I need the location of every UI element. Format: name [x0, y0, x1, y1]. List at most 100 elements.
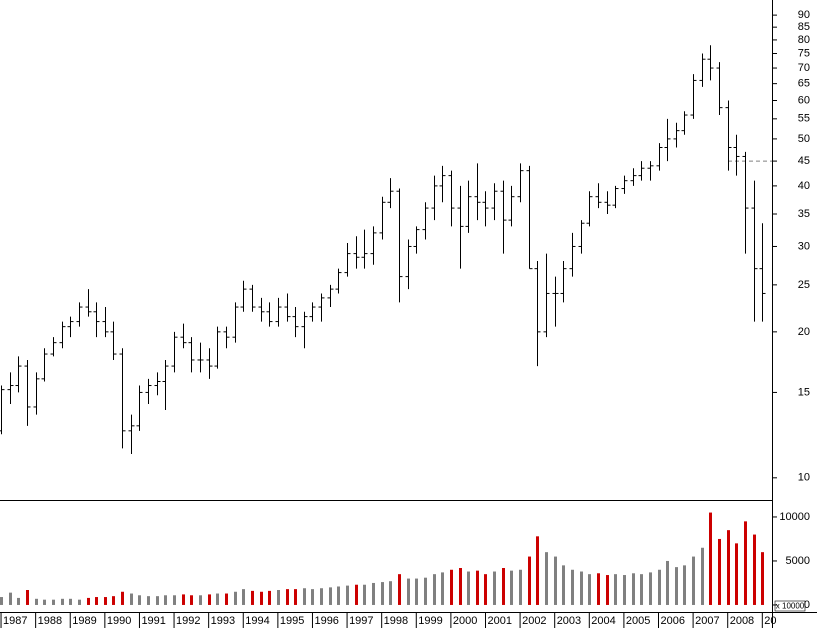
volume-bar: [528, 556, 531, 605]
y-tick-label: 75: [798, 47, 810, 59]
volume-bar: [744, 521, 747, 605]
x-tick-label: 1990: [107, 615, 131, 627]
volume-bar: [337, 586, 340, 605]
y-tick-label: 45: [798, 155, 810, 167]
y-tick-label: 50: [798, 133, 810, 145]
volume-bar: [164, 595, 167, 605]
volume-bar: [69, 598, 72, 605]
volume-bar: [26, 590, 29, 605]
volume-bar: [467, 571, 470, 605]
volume-bar: [727, 530, 730, 605]
volume-bar: [87, 597, 90, 605]
volume-bar: [476, 570, 479, 605]
volume-bar: [147, 596, 150, 605]
x-tick-label: 2002: [522, 615, 546, 627]
volume-bar: [130, 593, 133, 605]
volume-bar: [735, 543, 738, 605]
volume-bar: [173, 595, 176, 605]
volume-bar: [277, 590, 280, 605]
volume-bar: [597, 573, 600, 605]
volume-bar: [562, 565, 565, 605]
volume-bar: [493, 571, 496, 605]
volume-bar: [389, 581, 392, 605]
volume-bar: [424, 577, 427, 605]
volume-bar: [381, 582, 384, 605]
volume-bar: [355, 584, 358, 605]
volume-bar: [545, 552, 548, 605]
volume-bar: [441, 572, 444, 605]
volume-bar: [303, 588, 306, 605]
volume-bar: [398, 574, 401, 605]
volume-bar: [182, 594, 185, 605]
x-tick-label: 1987: [3, 615, 27, 627]
volume-bar: [9, 592, 12, 605]
x-tick-label: 2003: [557, 615, 581, 627]
volume-bar: [199, 595, 202, 605]
x-tick-label: 1989: [72, 615, 96, 627]
volume-bar: [753, 534, 756, 605]
volume-bar: [268, 590, 271, 605]
volume-bar: [459, 568, 462, 605]
volume-bar: [346, 585, 349, 605]
volume-bar: [52, 599, 55, 605]
volume-bar: [112, 596, 115, 605]
x-tick-label: 1999: [418, 615, 442, 627]
volume-tick-label: 10000: [779, 511, 810, 523]
x-tick-label: 2000: [453, 615, 477, 627]
volume-bar: [614, 574, 617, 605]
volume-bar: [510, 570, 513, 605]
volume-bar: [554, 556, 557, 605]
volume-bar: [216, 593, 219, 605]
y-tick-label: 80: [798, 34, 810, 46]
volume-bar: [311, 589, 314, 605]
volume-bar: [208, 594, 211, 605]
volume-bar: [225, 593, 228, 605]
volume-bar: [61, 598, 64, 605]
volume-bar: [138, 595, 141, 605]
y-tick-label: 10: [798, 472, 810, 484]
x-tick-label: 2004: [591, 615, 615, 627]
volume-bar: [450, 569, 453, 605]
volume-bar: [519, 569, 522, 605]
volume-unit-label: x 10000: [776, 602, 805, 611]
volume-bar: [433, 574, 436, 605]
volume-bar: [588, 574, 591, 605]
volume-bar: [251, 590, 254, 605]
volume-bar: [78, 599, 81, 605]
volume-bar: [104, 597, 107, 605]
volume-bar: [761, 552, 764, 605]
volume-bar: [190, 595, 193, 605]
unit-box: [774, 600, 806, 612]
volume-bar: [675, 567, 678, 605]
x-tick-label: 1997: [349, 615, 373, 627]
y-tick-label: 65: [798, 78, 810, 90]
volume-bar: [234, 591, 237, 605]
volume-bar: [286, 589, 289, 605]
x-tick-label: 2008: [730, 615, 754, 627]
x-tick-label: 2005: [626, 615, 650, 627]
x-tick-label: 2006: [661, 615, 685, 627]
x-tick-label: 1993: [211, 615, 235, 627]
x-tick-label: 1994: [245, 615, 269, 627]
x-tick-label: 1988: [38, 615, 62, 627]
volume-bar: [372, 582, 375, 605]
x-tick-label: 1998: [384, 615, 408, 627]
x-tick-label: 1992: [176, 615, 200, 627]
y-tick-label: 30: [798, 240, 810, 252]
volume-tick-label: 0: [804, 599, 810, 611]
x-tick-label: 1991: [141, 615, 165, 627]
volume-tick-label: 5000: [786, 555, 810, 567]
volume-bar: [260, 591, 263, 605]
volume-bar: [156, 596, 159, 605]
x-tick-label: 1996: [314, 615, 338, 627]
x-tick-label: 2001: [487, 615, 511, 627]
volume-bar: [294, 589, 297, 605]
volume-bar: [415, 578, 418, 605]
volume-bar: [363, 584, 366, 605]
y-tick-label: 60: [798, 94, 810, 106]
volume-bar: [95, 597, 98, 605]
y-tick-label: 35: [798, 208, 810, 220]
x-tick-label: 1995: [280, 615, 304, 627]
